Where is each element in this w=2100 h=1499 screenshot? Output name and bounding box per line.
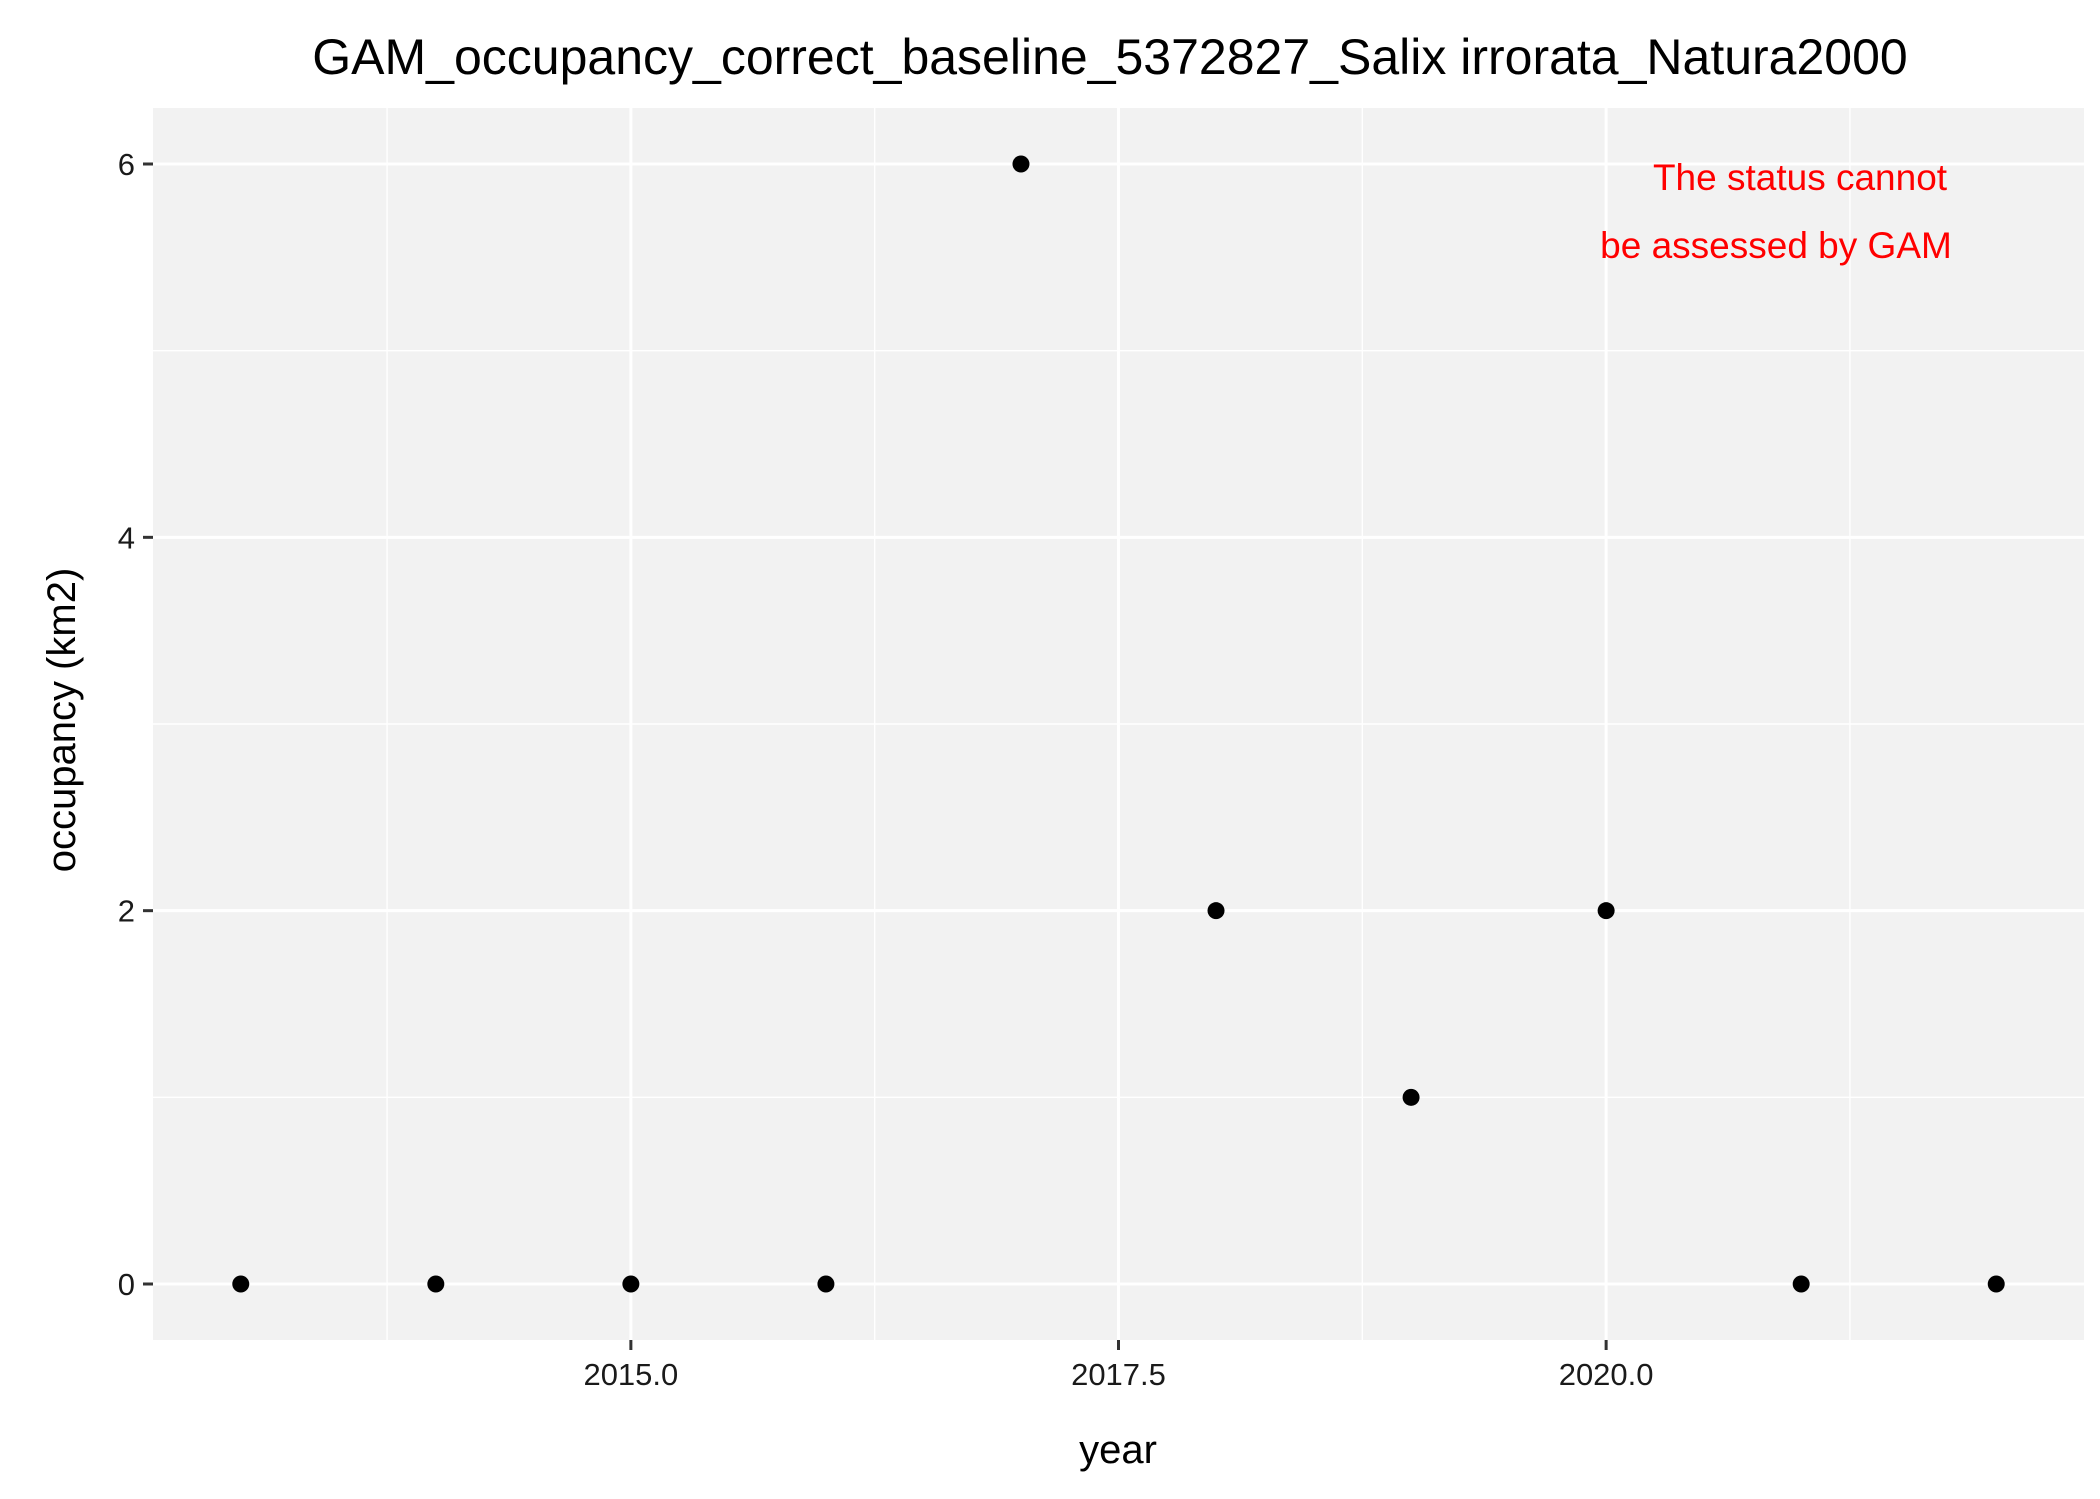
grid-major (153, 108, 2084, 1340)
data-point-9 (1987, 1275, 2005, 1293)
y-tick-label-1: 2 (118, 894, 135, 929)
annotation: The status cannot be assessed by GAM (1600, 157, 1952, 266)
y-axis: 0 2 4 6 (118, 147, 153, 1302)
y-axis-title: occupancy (km2) (40, 568, 84, 873)
chart-title: GAM_occupancy_correct_baseline_5372827_S… (312, 29, 1907, 85)
data-point-7 (1597, 902, 1615, 920)
x-tick-label-1: 2017.5 (1071, 1357, 1166, 1392)
data-point-6 (1402, 1088, 1420, 1106)
y-tick-label-0: 0 (118, 1267, 135, 1302)
data-point-8 (1792, 1275, 1810, 1293)
y-tick-label-2: 4 (118, 520, 135, 555)
data-points (232, 155, 2005, 1293)
y-tick-label-3: 6 (118, 147, 135, 182)
data-point-2 (622, 1275, 640, 1293)
x-axis: 2015.0 2017.5 2020.0 (583, 1340, 1654, 1392)
annotation-line-2: be assessed by GAM (1600, 225, 1952, 266)
x-tick-label-0: 2015.0 (583, 1357, 678, 1392)
data-point-0 (232, 1275, 250, 1293)
data-point-3 (817, 1275, 835, 1293)
x-tick-label-2: 2020.0 (1559, 1357, 1654, 1392)
data-point-5 (1207, 902, 1225, 920)
annotation-line-1: The status cannot (1653, 157, 1948, 198)
x-axis-title: year (1079, 1428, 1157, 1472)
data-point-1 (427, 1275, 445, 1293)
data-point-4 (1012, 155, 1030, 173)
